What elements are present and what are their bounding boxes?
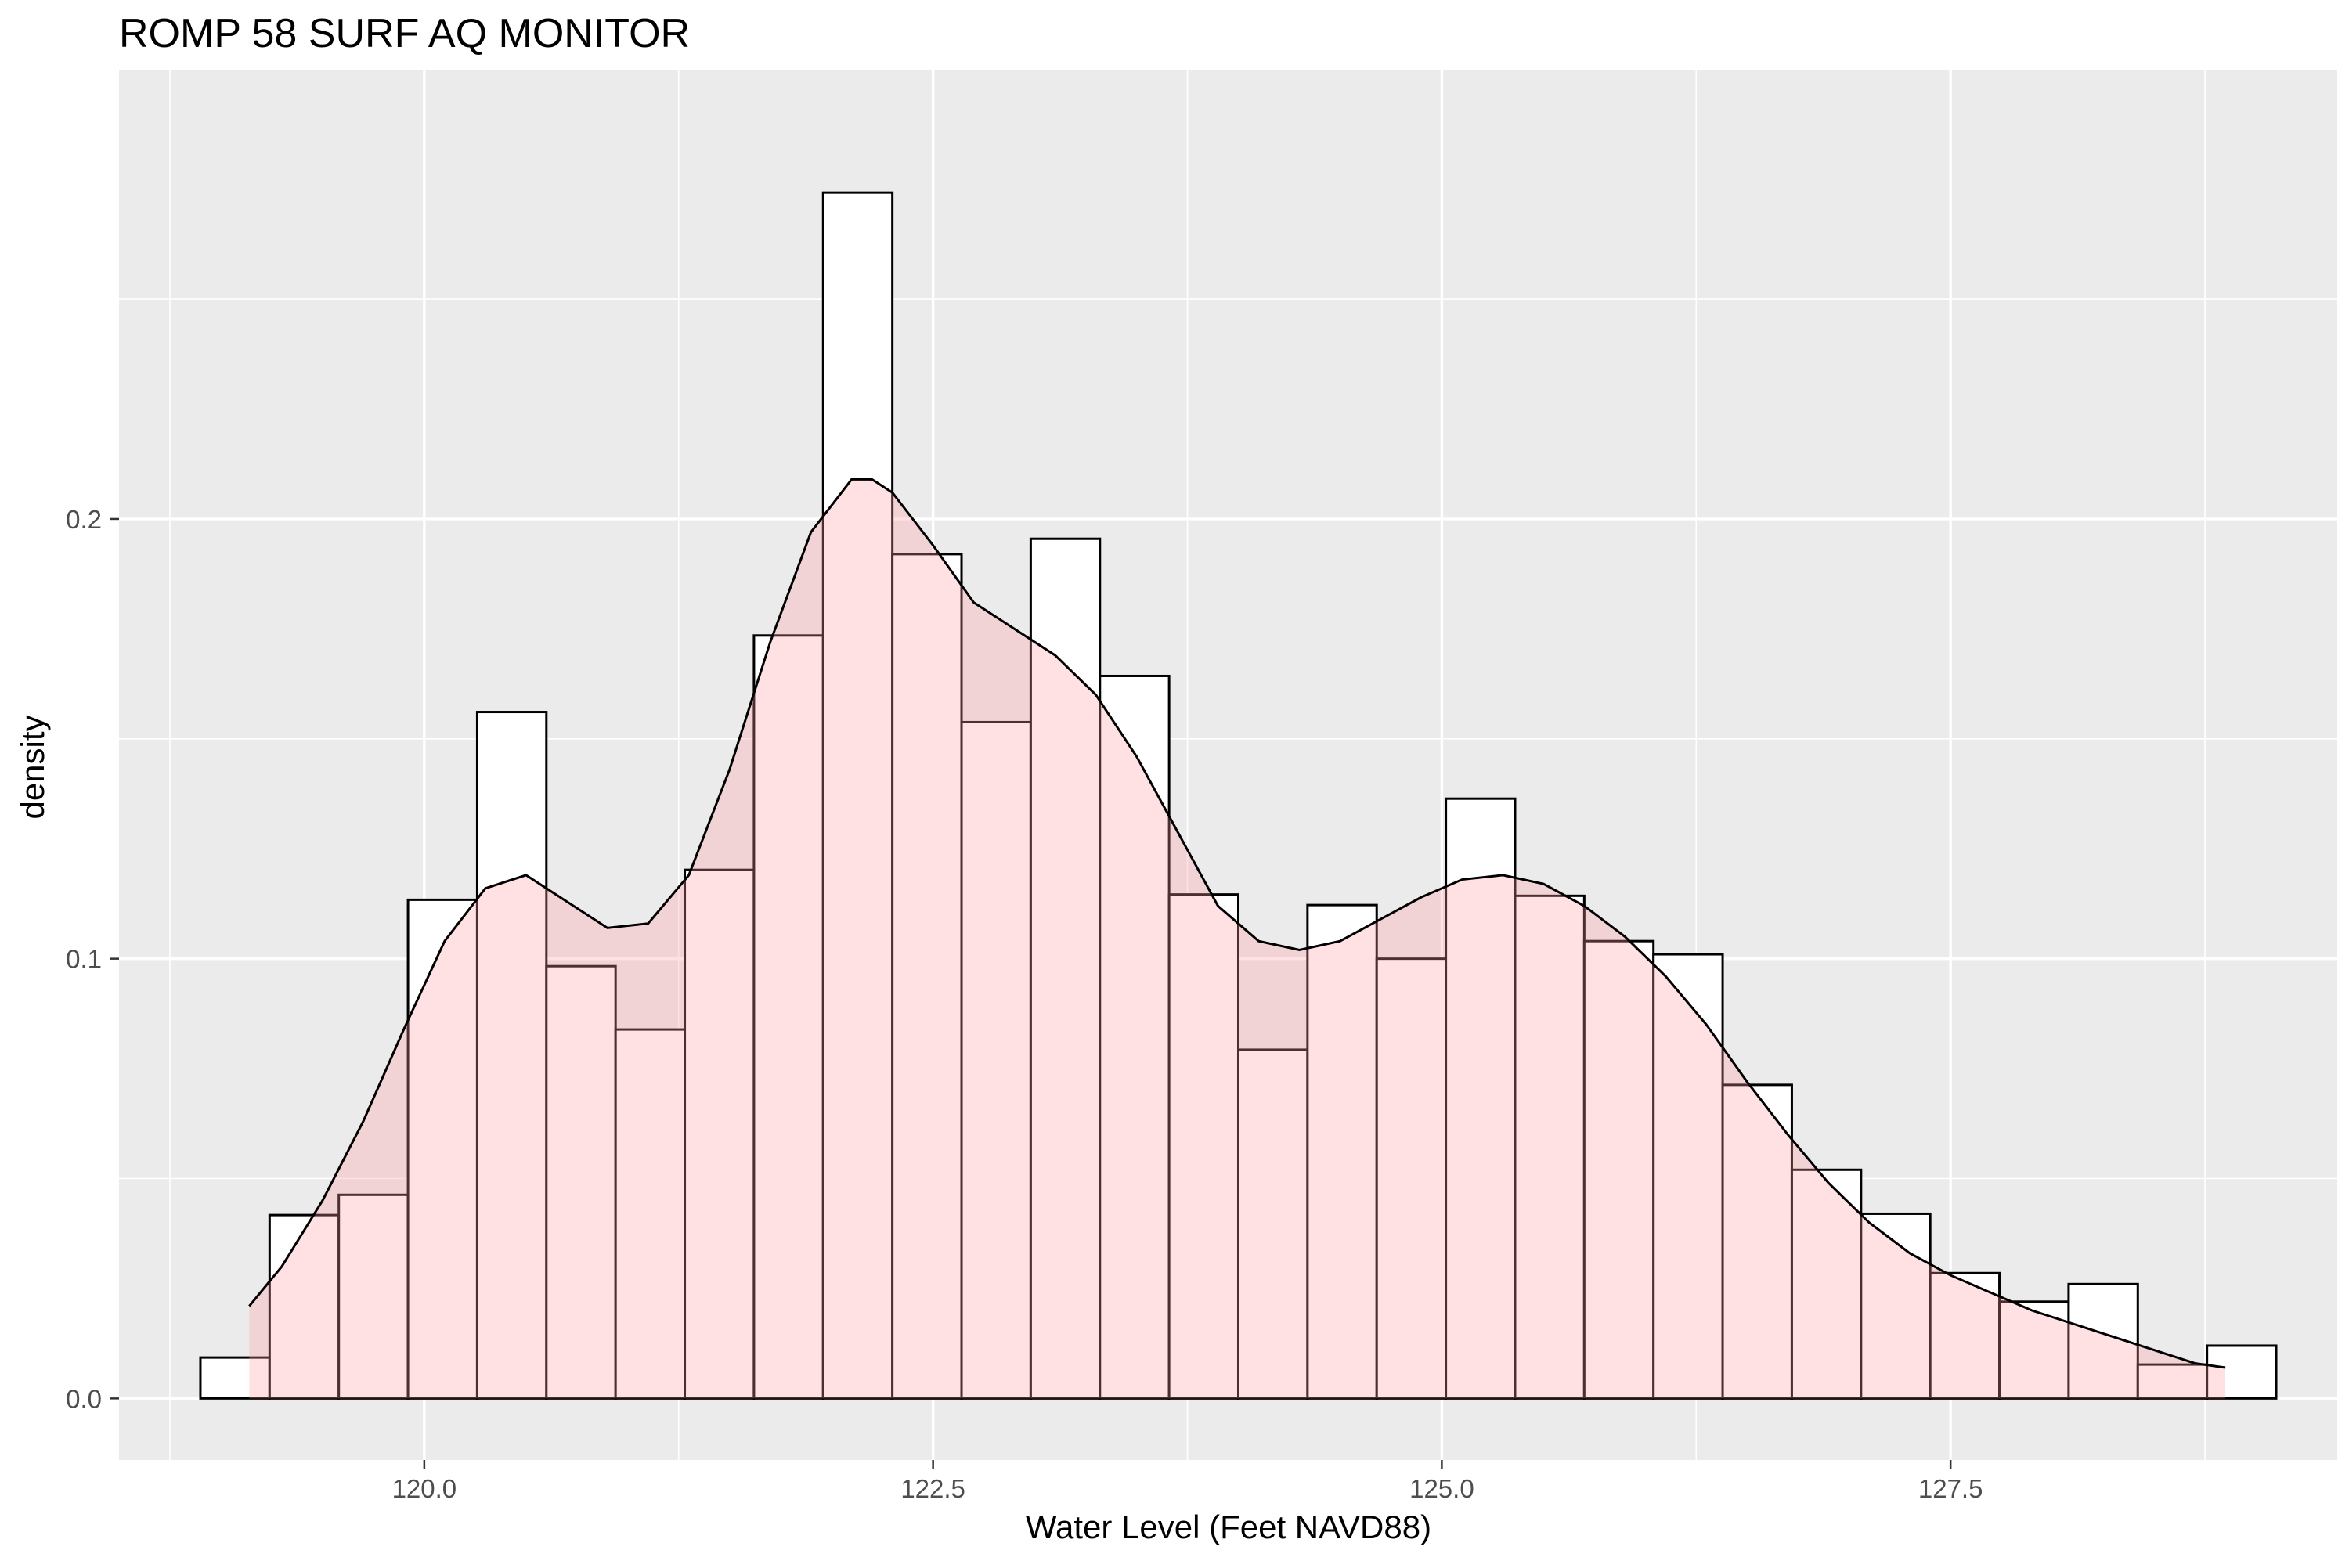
chart-title: ROMP 58 SURF AQ MONITOR: [119, 11, 690, 56]
histogram-bar: [1167, 893, 1239, 1400]
x-tick-label: 125.0: [1409, 1474, 1474, 1503]
histogram-bar: [1375, 957, 1448, 1400]
y-tick-label: 0.0: [66, 1384, 102, 1413]
histogram-bar: [2136, 1363, 2209, 1400]
histogram-bar: [1306, 903, 1378, 1400]
histogram-bar: [821, 191, 894, 1400]
histogram-bar: [1514, 894, 1586, 1400]
histogram-bar: [2206, 1344, 2278, 1400]
density-line: [248, 478, 2226, 1369]
histogram-bar: [1929, 1271, 2001, 1400]
histogram-bar: [1860, 1212, 1932, 1400]
density-area: [249, 479, 2226, 1399]
x-tick-label: 122.5: [900, 1474, 965, 1503]
histogram-bar: [1236, 1048, 1309, 1400]
x-axis-ticks: 120.0 122.5 125.0 127.5: [392, 1460, 1983, 1503]
x-tick-label: 120.0: [392, 1474, 457, 1503]
x-tick-label: 127.5: [1918, 1474, 1983, 1503]
histogram-bar: [545, 964, 617, 1400]
histogram-bar: [1652, 953, 1724, 1400]
histogram-bar: [1029, 537, 1102, 1400]
histogram-bar: [1790, 1168, 1863, 1400]
histogram-bar: [406, 898, 478, 1400]
y-axis-title: density: [14, 715, 51, 819]
y-tick-label: 0.2: [66, 505, 102, 534]
histogram-bar: [1445, 797, 1517, 1400]
density-curve-group: [248, 478, 2226, 1399]
histogram-bar: [960, 720, 1032, 1400]
y-axis-ticks: 0.0 0.1 0.2: [66, 505, 119, 1413]
histogram-bar: [1582, 939, 1655, 1400]
histogram-bar: [684, 868, 756, 1400]
histogram-bar: [1721, 1083, 1793, 1400]
y-tick-label: 0.1: [66, 945, 102, 974]
histogram-bars: [199, 191, 2278, 1400]
histogram-bar: [268, 1213, 341, 1400]
x-axis-title: Water Level (Feet NAVD88): [1026, 1509, 1431, 1545]
